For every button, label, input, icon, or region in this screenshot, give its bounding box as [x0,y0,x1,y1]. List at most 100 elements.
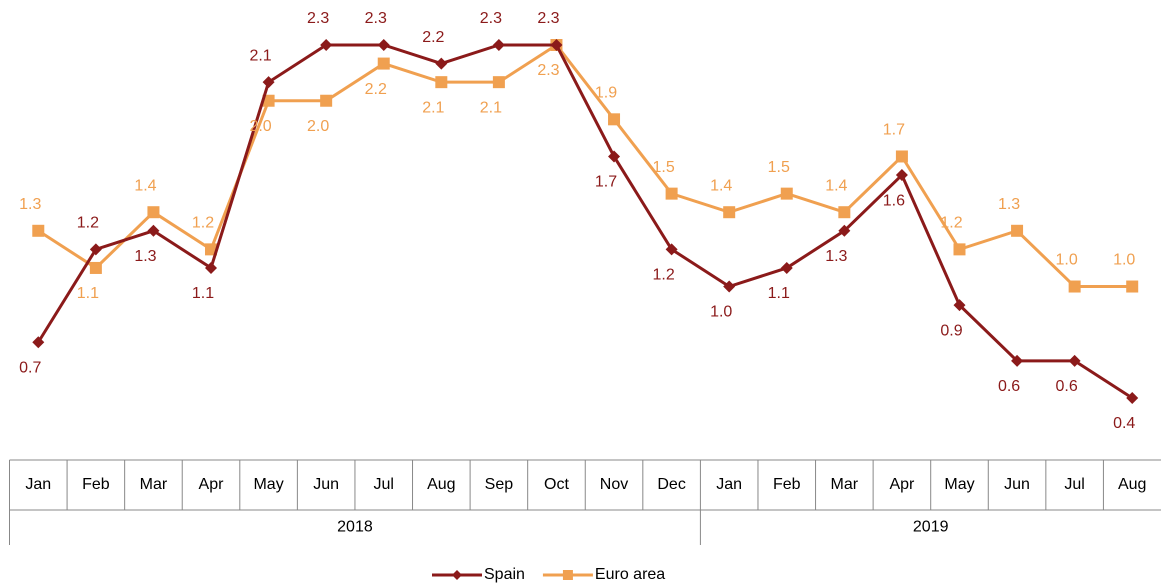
data-label: 1.2 [652,267,674,284]
data-label: 1.0 [710,304,732,321]
data-label: 2.3 [307,10,329,27]
data-point [262,76,275,89]
data-point [435,57,448,70]
data-label: 0.7 [19,359,41,376]
x-tick-label: Feb [82,476,110,493]
data-label: 1.4 [710,177,732,194]
data-point [665,187,678,200]
data-label: 1.0 [1113,252,1135,269]
data-point [320,39,333,51]
data-label: 1.7 [883,122,905,139]
data-label: 1.2 [77,215,99,232]
legend-label: Euro area [595,566,665,583]
legend-marker [562,570,573,580]
x-tick-label: Jan [716,476,742,493]
data-point [320,94,333,107]
data-label: 1.1 [768,285,790,302]
data-label: 2.2 [422,29,444,46]
data-point [377,57,390,70]
x-tick-label: Feb [773,476,801,493]
data-label: 1.1 [77,285,99,302]
data-point [1011,354,1024,367]
x-tick-label: Aug [427,476,455,493]
x-tick-label: Apr [889,476,915,493]
data-label: 0.6 [998,378,1020,395]
data-label: 1.2 [940,215,962,232]
group-label: 2018 [337,519,373,536]
data-point [205,243,218,256]
data-point [953,243,966,256]
data-label: 1.4 [825,177,847,194]
data-point [492,39,505,51]
data-point [147,206,160,219]
data-point [780,261,793,274]
x-tick-label: Jun [313,476,339,493]
data-label: 0.4 [1113,415,1135,432]
data-label: 1.3 [19,196,41,213]
data-label: 1.6 [883,192,905,209]
data-label: 1.5 [768,159,790,176]
data-point [895,150,908,163]
x-tick-label: Mar [140,476,168,493]
data-point [1068,354,1081,367]
data-point [32,336,45,349]
data-point [435,76,448,89]
x-tick-label: Dec [657,476,685,493]
data-point [262,94,275,107]
data-label: 2.2 [365,81,387,98]
group-label: 2019 [913,519,949,536]
x-tick-label: May [253,476,283,493]
data-point [1126,280,1139,293]
data-point [32,224,45,237]
data-point [723,280,736,293]
data-label: 1.2 [192,215,214,232]
x-tick-label: May [944,476,974,493]
data-point [492,76,505,89]
data-point [550,39,563,51]
data-point [608,113,621,126]
data-label: 0.9 [940,322,962,339]
x-tick-label: Oct [544,476,569,493]
data-label: 1.9 [595,85,617,102]
x-tick-label: Jul [374,476,394,493]
x-tick-label: Jun [1004,476,1030,493]
data-point [89,261,102,274]
data-point [1126,392,1139,404]
x-tick-label: Nov [600,476,628,493]
series-line [37,43,1134,400]
data-point [89,243,102,256]
data-point [838,224,851,237]
data-point [723,206,736,219]
data-label: 2.0 [307,118,329,135]
data-point [895,169,908,182]
data-label: 1.1 [192,285,214,302]
data-label: 2.3 [537,62,559,79]
data-label: 2.1 [249,47,271,64]
data-label: 1.0 [1056,252,1078,269]
data-point [953,299,966,312]
x-tick-label: Mar [831,476,859,493]
data-label: 1.3 [825,248,847,265]
data-point [608,150,621,163]
data-point [1068,280,1081,293]
data-point [147,224,160,237]
x-tick-label: Sep [485,476,514,493]
data-point [205,261,218,274]
data-point [780,187,793,200]
data-label: 1.4 [134,177,156,194]
data-label: 1.3 [998,196,1020,213]
data-point [377,39,390,51]
data-label: 2.3 [365,10,387,27]
data-label: 2.0 [249,118,271,135]
x-tick-label: Apr [199,476,225,493]
x-tick-label: Jan [25,476,51,493]
data-point [838,206,851,219]
legend-label: Spain [484,566,525,583]
data-label: 1.5 [652,159,674,176]
data-point [665,243,678,256]
data-label: 2.1 [422,99,444,116]
data-label: 2.3 [480,10,502,27]
series-line [37,42,1133,289]
x-tick-label: Jul [1064,476,1084,493]
